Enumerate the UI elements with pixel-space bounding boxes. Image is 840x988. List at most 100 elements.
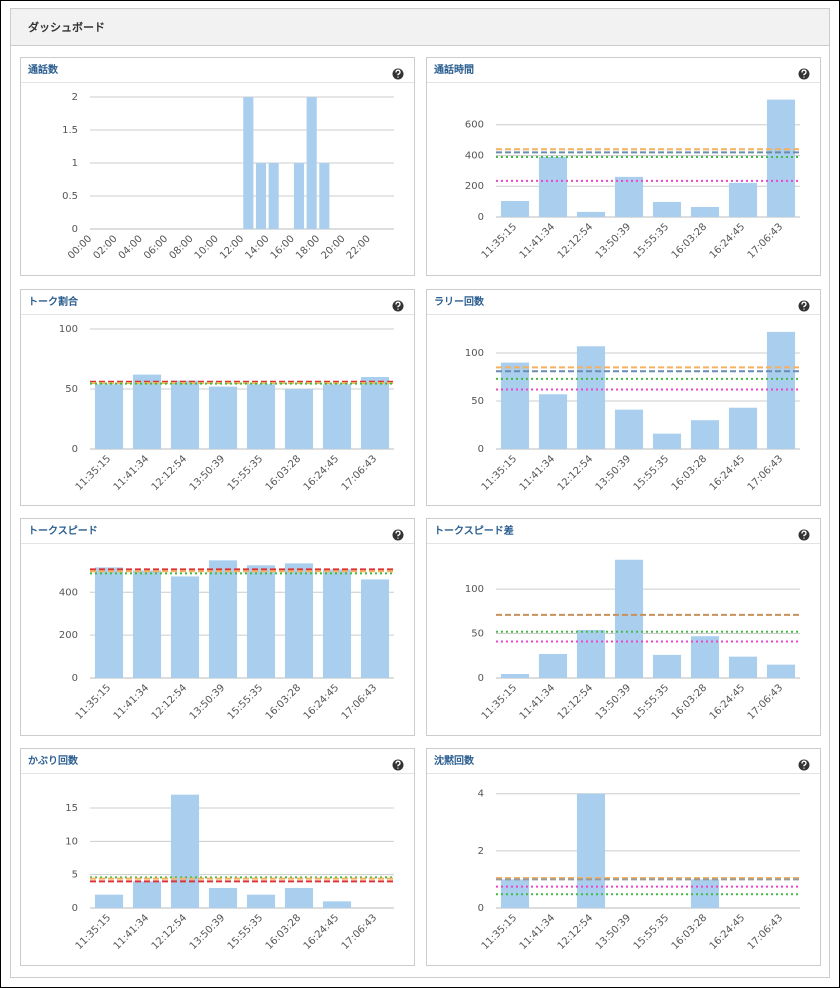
panel bbox=[426, 748, 821, 966]
bar bbox=[284, 563, 314, 678]
bar bbox=[268, 163, 279, 229]
bar bbox=[614, 559, 644, 678]
bar bbox=[132, 881, 162, 908]
bar bbox=[322, 384, 352, 449]
bar bbox=[255, 163, 267, 229]
bar bbox=[284, 888, 314, 908]
bar bbox=[132, 374, 162, 449]
bar bbox=[652, 201, 682, 217]
bar bbox=[360, 579, 390, 678]
y-tick-label: 0 bbox=[72, 444, 78, 455]
bar bbox=[766, 99, 796, 217]
bar bbox=[728, 407, 758, 449]
bar bbox=[576, 346, 606, 449]
bar bbox=[293, 163, 305, 229]
y-tick-label: 0 bbox=[478, 444, 484, 455]
y-tick-label: 5 bbox=[72, 870, 78, 881]
bar bbox=[170, 794, 200, 908]
bar bbox=[94, 384, 124, 449]
panel-title: 通話時間 bbox=[434, 63, 474, 76]
y-tick-label: 0 bbox=[72, 673, 78, 684]
help-icon-glyph bbox=[801, 69, 807, 78]
bar bbox=[614, 409, 644, 449]
bar bbox=[243, 97, 254, 229]
y-tick-label: 0.5 bbox=[62, 191, 78, 202]
header-bar bbox=[10, 8, 830, 46]
bar bbox=[690, 420, 720, 449]
y-tick-label: 200 bbox=[59, 630, 78, 641]
bar bbox=[170, 380, 200, 449]
y-tick-label: 50 bbox=[471, 396, 484, 407]
help-icon-glyph bbox=[395, 530, 401, 539]
y-tick-label: 100 bbox=[465, 584, 484, 595]
bar bbox=[94, 567, 124, 678]
y-tick-label: 400 bbox=[465, 150, 484, 161]
panel-title: ラリー回数 bbox=[434, 295, 485, 308]
bar bbox=[208, 560, 238, 678]
y-tick-label: 50 bbox=[471, 629, 484, 640]
bar bbox=[208, 888, 238, 908]
y-tick-label: 200 bbox=[465, 181, 484, 192]
bar bbox=[652, 433, 682, 449]
y-tick-label: 400 bbox=[59, 587, 78, 598]
y-tick-label: 1.5 bbox=[62, 125, 78, 136]
panel bbox=[20, 57, 415, 276]
y-tick-label: 0 bbox=[478, 673, 484, 684]
bar bbox=[538, 654, 568, 678]
panel-title: 沈黙回数 bbox=[434, 754, 475, 767]
bar bbox=[500, 674, 530, 678]
bar bbox=[170, 576, 200, 678]
bar bbox=[728, 656, 758, 678]
bar bbox=[690, 207, 720, 217]
bar bbox=[576, 211, 606, 217]
bar bbox=[766, 664, 796, 678]
bar bbox=[284, 389, 314, 449]
header-title: ダッシュボード bbox=[28, 20, 105, 34]
bar bbox=[614, 176, 644, 217]
y-tick-label: 50 bbox=[65, 384, 78, 395]
bar bbox=[94, 894, 124, 908]
panel-title: トーク割合 bbox=[28, 295, 79, 308]
y-tick-label: 0 bbox=[72, 224, 78, 235]
bar bbox=[576, 793, 606, 908]
bar bbox=[538, 157, 568, 217]
y-tick-label: 2 bbox=[478, 846, 484, 857]
bar bbox=[246, 894, 276, 908]
bar bbox=[246, 384, 276, 449]
panel-title: 通話数 bbox=[28, 63, 59, 76]
help-icon-glyph bbox=[801, 301, 807, 310]
help-icon-glyph bbox=[395, 301, 401, 310]
y-tick-label: 100 bbox=[59, 324, 78, 335]
bar bbox=[728, 182, 758, 217]
bar bbox=[132, 570, 162, 678]
y-tick-label: 100 bbox=[465, 348, 484, 359]
help-icon-glyph bbox=[801, 760, 807, 769]
bar bbox=[319, 163, 330, 229]
bar bbox=[322, 569, 352, 678]
panel bbox=[426, 57, 821, 276]
y-tick-label: 600 bbox=[465, 120, 484, 131]
help-icon-glyph bbox=[395, 760, 401, 769]
bar bbox=[500, 362, 530, 449]
bar bbox=[322, 901, 352, 908]
panel-title: かぶり回数 bbox=[28, 754, 79, 767]
bar bbox=[652, 654, 682, 678]
panel bbox=[426, 289, 821, 506]
y-tick-label: 10 bbox=[65, 836, 78, 847]
bar bbox=[306, 97, 317, 229]
panel-title: トークスピード bbox=[28, 525, 98, 537]
bar bbox=[360, 377, 390, 449]
bar bbox=[690, 636, 720, 678]
bar bbox=[208, 386, 238, 449]
y-tick-label: 1 bbox=[72, 158, 78, 169]
y-tick-label: 0 bbox=[478, 903, 484, 914]
bar bbox=[500, 879, 530, 908]
y-tick-label: 15 bbox=[65, 803, 78, 814]
bar bbox=[576, 630, 606, 678]
bar bbox=[500, 201, 530, 217]
y-tick-label: 2 bbox=[72, 92, 78, 103]
y-tick-label: 0 bbox=[478, 212, 484, 223]
bar bbox=[246, 565, 276, 678]
